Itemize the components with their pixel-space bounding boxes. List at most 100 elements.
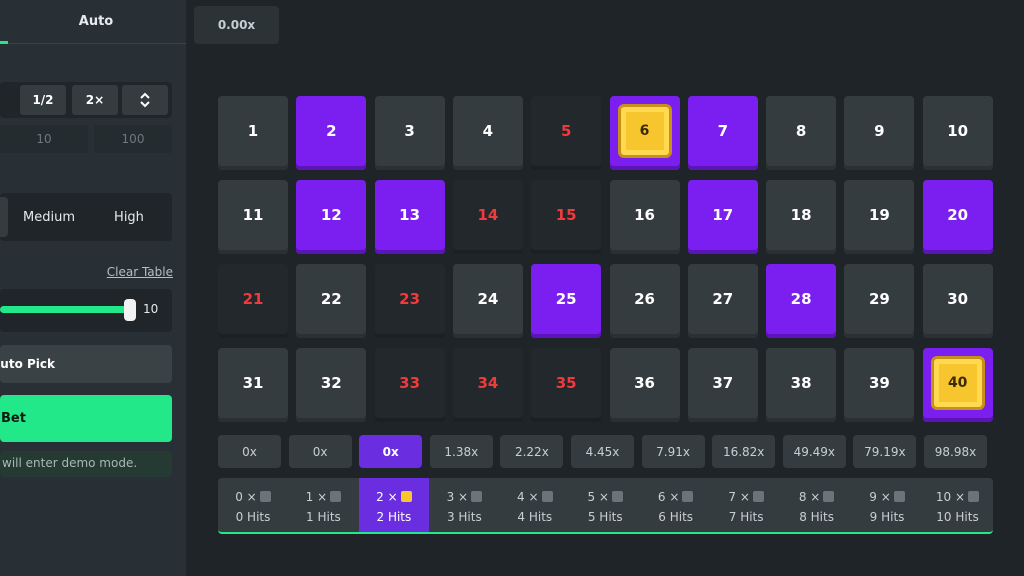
tile[interactable]: 31 xyxy=(218,348,288,422)
hit-label: 9 Hits xyxy=(869,510,905,524)
preset-10[interactable]: 10 xyxy=(0,125,88,153)
tile[interactable]: 16 xyxy=(609,180,680,254)
risk-select xyxy=(0,193,172,241)
tile[interactable]: 8 xyxy=(766,96,837,170)
payout-multiplier: 98.98x xyxy=(924,435,987,468)
tile[interactable]: 15 xyxy=(531,180,602,254)
range-button[interactable] xyxy=(122,85,168,115)
hit-count-row: 3 × xyxy=(429,487,499,507)
tile[interactable]: 30 xyxy=(922,264,993,338)
payout-multiplier: 7.91x xyxy=(641,435,705,468)
bet-button[interactable] xyxy=(0,395,172,442)
hit-count: 1 × xyxy=(305,490,328,504)
tile[interactable]: 36 xyxy=(609,348,680,422)
tile[interactable]: 5 xyxy=(531,96,602,170)
auto-pick-button[interactable] xyxy=(0,345,172,383)
hit-label: 1 Hits xyxy=(306,510,341,524)
hit-count: 6 × xyxy=(657,490,680,504)
preset-100[interactable]: 100 xyxy=(94,125,172,153)
tile[interactable]: 2 xyxy=(296,96,367,170)
tile[interactable]: 35 xyxy=(531,348,602,422)
hit-count-row: 0 × xyxy=(218,487,288,507)
slider-value: 10 xyxy=(143,302,159,316)
tile[interactable]: 40 xyxy=(922,348,993,422)
tile[interactable]: 20 xyxy=(922,180,993,254)
hit-count-row: 10 × xyxy=(923,487,993,507)
slider-handle[interactable] xyxy=(124,299,136,321)
payout-multiplier: 0x xyxy=(359,435,423,468)
hit-label: 8 Hits xyxy=(799,510,834,524)
auto-tab[interactable]: Auto xyxy=(78,13,114,29)
tile[interactable]: 21 xyxy=(218,264,288,338)
payout-multiplier: 0x xyxy=(288,435,352,468)
tile[interactable]: 18 xyxy=(766,180,837,254)
gem-icon xyxy=(752,491,764,502)
hit-label: 2 Hits xyxy=(376,510,412,524)
tile[interactable]: 39 xyxy=(844,348,915,422)
tile[interactable]: 38 xyxy=(766,348,837,422)
tile-label: 40 xyxy=(930,356,985,410)
tile[interactable]: 9 xyxy=(844,96,915,170)
hit-cell: 8 × 8 Hits xyxy=(782,478,852,532)
hit-count: 3 × xyxy=(446,490,469,504)
risk-medium[interactable]: Medium xyxy=(23,209,75,225)
tile[interactable]: 12 xyxy=(296,180,367,254)
tile[interactable]: 14 xyxy=(452,180,523,254)
hit-label: 7 Hits xyxy=(728,510,764,524)
risk-low[interactable] xyxy=(0,197,8,237)
tile[interactable]: 6 xyxy=(609,96,680,170)
half-button[interactable]: 1/2 xyxy=(20,85,66,115)
demo-notice xyxy=(0,451,172,477)
hit-label: 3 Hits xyxy=(446,510,482,524)
hit-count-row: 7 × xyxy=(711,487,781,507)
clear-table[interactable]: Clear Table xyxy=(106,265,173,279)
slider-track xyxy=(0,306,128,313)
hit-count-row: 2 × xyxy=(359,487,429,507)
payout-multiplier: 4.45x xyxy=(571,435,634,468)
tile[interactable]: 28 xyxy=(766,264,837,338)
risk-high[interactable]: High xyxy=(114,209,144,225)
payout-multiplier: 16.82x xyxy=(712,435,776,468)
tab-indicator xyxy=(0,41,8,44)
hit-label: 10 Hits xyxy=(936,510,979,524)
tile[interactable]: 1 xyxy=(218,96,288,170)
tile[interactable]: 27 xyxy=(687,264,758,338)
tile[interactable]: 23 xyxy=(374,264,445,338)
tile[interactable]: 19 xyxy=(844,180,915,254)
hit-count: 4 × xyxy=(517,490,539,504)
gem-icon xyxy=(823,491,835,502)
tile[interactable]: 37 xyxy=(687,348,758,422)
tile[interactable]: 26 xyxy=(609,264,680,338)
payout-multiplier: 49.49x xyxy=(782,435,846,468)
tile[interactable]: 33 xyxy=(374,348,445,422)
tile[interactable]: 11 xyxy=(218,180,288,254)
tile[interactable]: 13 xyxy=(374,180,445,254)
hit-cell: 0 × 0 Hits xyxy=(218,478,288,532)
tile[interactable]: 24 xyxy=(452,264,523,338)
hit-label: 6 Hits xyxy=(658,510,694,524)
sidebar: Auto 1/2 2× 10 100 Medium High Clear Tab… xyxy=(0,0,186,576)
tile[interactable]: 17 xyxy=(687,180,758,254)
gem-icon xyxy=(968,491,980,502)
tile[interactable]: 22 xyxy=(296,264,367,338)
hit-count: 7 × xyxy=(728,490,750,504)
hit-count: 10 × xyxy=(935,490,966,504)
tile[interactable]: 34 xyxy=(452,348,523,422)
tile[interactable]: 7 xyxy=(687,96,758,170)
payout-multiplier: 79.19x xyxy=(853,435,917,468)
tile[interactable]: 4 xyxy=(452,96,523,170)
gem-icon xyxy=(682,491,694,502)
hit-count-row: 6 × xyxy=(641,487,711,507)
hit-count-row: 4 × xyxy=(500,487,570,507)
tile[interactable]: 3 xyxy=(374,96,445,170)
tile[interactable]: 29 xyxy=(844,264,915,338)
double-button[interactable]: 2× xyxy=(72,85,118,115)
tile[interactable]: 32 xyxy=(296,348,367,422)
tile[interactable]: 10 xyxy=(922,96,993,170)
hit-label: 0 Hits xyxy=(235,510,271,524)
tile[interactable]: 25 xyxy=(531,264,602,338)
hit-cell: 6 × 6 Hits xyxy=(641,478,711,532)
